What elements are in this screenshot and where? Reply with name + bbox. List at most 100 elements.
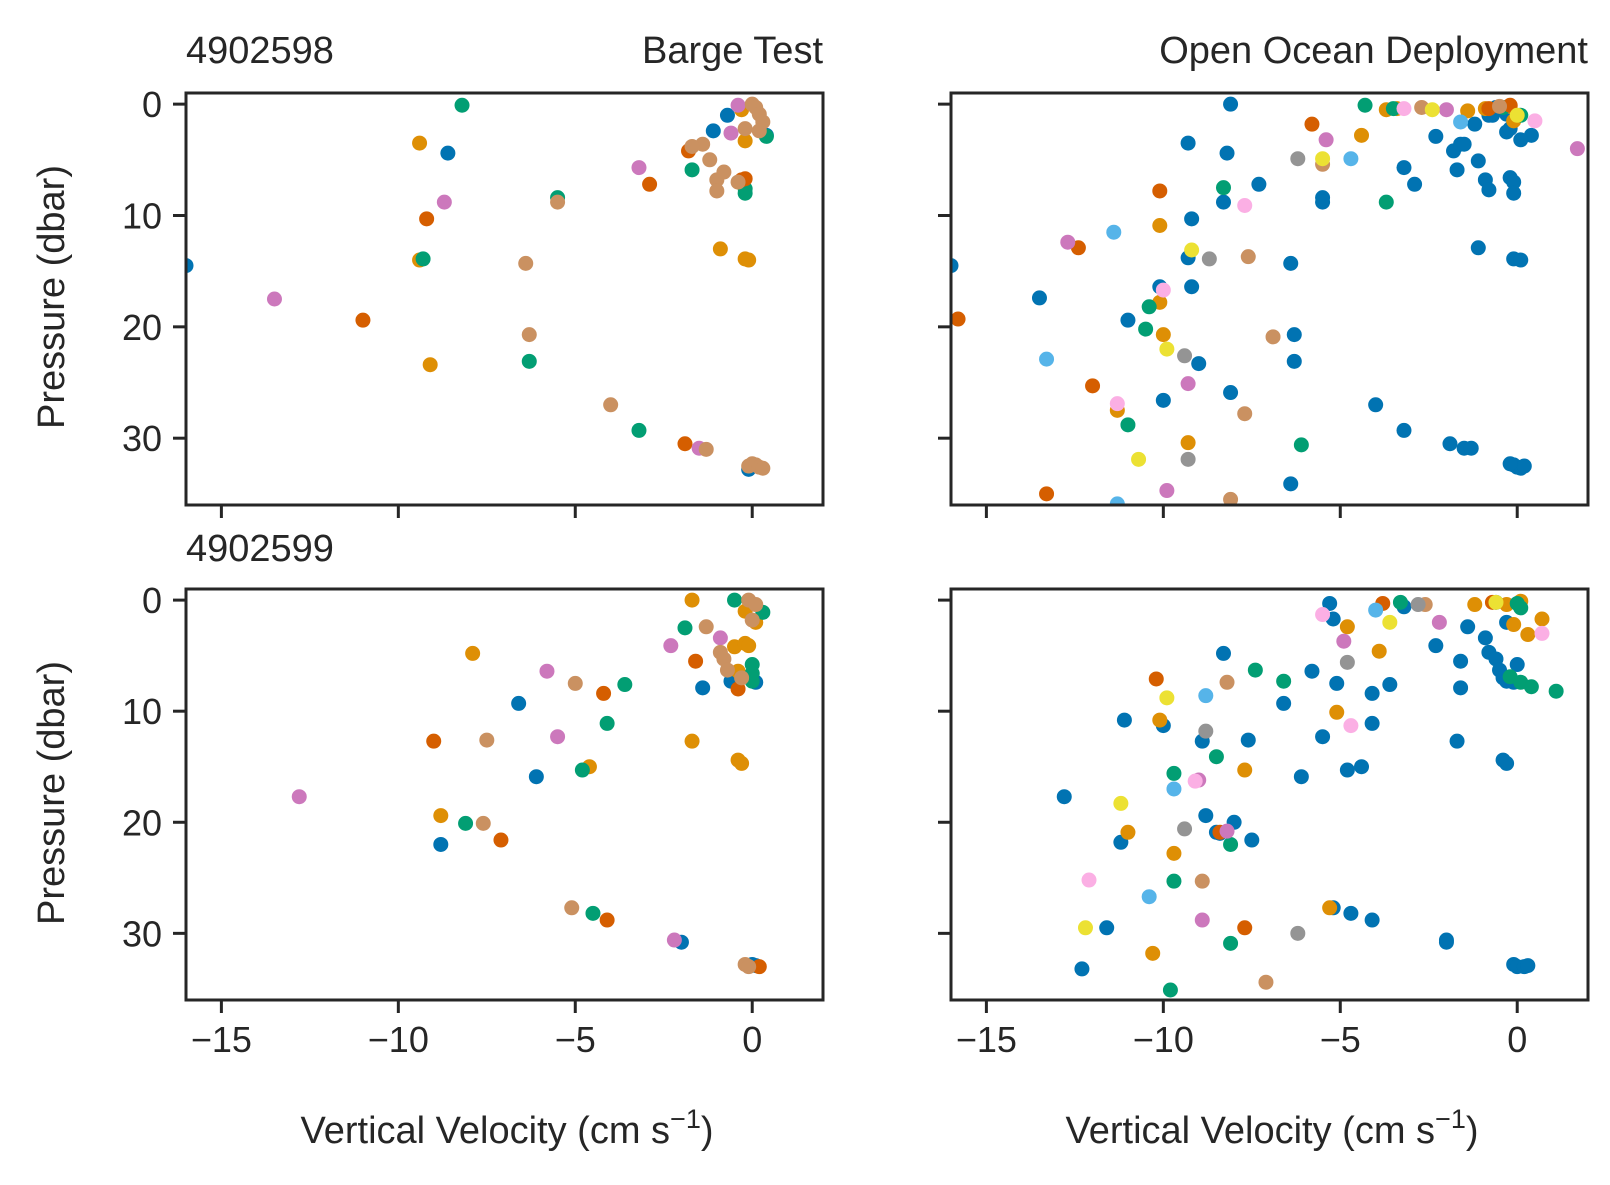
data-point bbox=[1286, 327, 1302, 343]
data-point bbox=[1428, 128, 1444, 144]
x-axis-label-left: Vertical Velocity (cm s−1) bbox=[300, 1104, 713, 1152]
data-point bbox=[1520, 627, 1536, 643]
data-point bbox=[521, 327, 537, 343]
data-point bbox=[716, 164, 732, 180]
data-point bbox=[1180, 376, 1196, 392]
data-point bbox=[1290, 925, 1306, 941]
data-point bbox=[465, 645, 481, 661]
data-point bbox=[1106, 224, 1122, 240]
panel-title-open-ocean-deployment: Open Ocean Deployment bbox=[1159, 30, 1588, 72]
data-point bbox=[1339, 654, 1355, 670]
data-point bbox=[574, 762, 590, 778]
data-point bbox=[1516, 458, 1532, 474]
data-point bbox=[631, 422, 647, 438]
data-point bbox=[666, 932, 682, 948]
data-point bbox=[1506, 185, 1522, 201]
data-point bbox=[677, 436, 693, 452]
panel-top-left: 0 10 20 30 bbox=[122, 84, 825, 518]
data-point bbox=[521, 353, 537, 369]
data-point bbox=[1184, 211, 1200, 227]
data-point bbox=[1449, 733, 1465, 749]
data-point bbox=[1215, 180, 1231, 196]
data-point bbox=[1191, 356, 1207, 372]
data-point bbox=[1392, 594, 1408, 610]
data-point bbox=[567, 675, 583, 691]
panel-bottom-left: −15 −10 −5 0 0 10 20 30 bbox=[122, 580, 825, 1060]
data-point bbox=[1449, 162, 1465, 178]
data-point bbox=[1152, 712, 1168, 728]
data-point bbox=[1293, 769, 1309, 785]
data-point bbox=[412, 135, 428, 151]
data-point bbox=[734, 670, 750, 686]
data-point bbox=[1159, 483, 1175, 499]
data-point bbox=[1396, 422, 1412, 438]
data-point bbox=[1364, 685, 1380, 701]
data-point bbox=[1223, 935, 1239, 951]
data-point bbox=[737, 121, 753, 137]
data-point bbox=[698, 619, 714, 635]
data-point bbox=[1085, 378, 1101, 394]
data-point bbox=[1428, 638, 1444, 654]
data-point bbox=[1187, 773, 1203, 789]
data-point bbox=[1116, 712, 1132, 728]
x-tick-label: 0 bbox=[742, 1019, 762, 1060]
panel-title-barge-test: Barge Test bbox=[642, 30, 823, 72]
x-tick-label: −10 bbox=[368, 1019, 429, 1060]
x-tick-label: −5 bbox=[1320, 1019, 1361, 1060]
data-point bbox=[1166, 845, 1182, 861]
data-point bbox=[631, 160, 647, 176]
data-point bbox=[748, 597, 764, 613]
data-point bbox=[1141, 299, 1157, 315]
data-point bbox=[458, 815, 474, 831]
data-point bbox=[1155, 327, 1171, 343]
data-point bbox=[1180, 435, 1196, 451]
axes-frame bbox=[184, 91, 825, 507]
data-point bbox=[1141, 889, 1157, 905]
data-point bbox=[1276, 695, 1292, 711]
data-point bbox=[1322, 595, 1338, 611]
y-tick-label: 10 bbox=[122, 691, 162, 732]
data-point bbox=[1396, 160, 1412, 176]
panel-top-right bbox=[938, 91, 1590, 518]
scatter-points bbox=[186, 96, 774, 477]
data-point bbox=[1109, 496, 1125, 505]
data-point bbox=[1509, 657, 1525, 673]
data-point bbox=[355, 312, 371, 328]
data-point bbox=[539, 663, 555, 679]
data-point bbox=[702, 152, 718, 168]
data-point bbox=[712, 630, 728, 646]
data-point bbox=[1120, 312, 1136, 328]
data-point bbox=[1060, 234, 1076, 250]
data-point bbox=[1438, 934, 1454, 950]
data-point bbox=[719, 662, 735, 678]
data-point bbox=[1138, 321, 1154, 337]
data-point bbox=[1499, 755, 1515, 771]
data-point bbox=[1456, 136, 1472, 152]
data-point bbox=[1148, 671, 1164, 687]
data-point bbox=[1223, 836, 1239, 852]
data-point bbox=[1265, 329, 1281, 345]
data-point bbox=[1343, 151, 1359, 167]
data-point bbox=[1237, 406, 1253, 422]
data-point bbox=[415, 251, 431, 267]
data-point bbox=[1155, 282, 1171, 298]
data-point bbox=[1240, 732, 1256, 748]
data-point bbox=[1113, 795, 1129, 811]
data-point bbox=[528, 769, 544, 785]
x-axis-label-left-end: ) bbox=[701, 1110, 714, 1152]
data-point bbox=[1194, 873, 1210, 889]
data-point bbox=[1488, 594, 1504, 610]
x-axis-label-right: Vertical Velocity (cm s−1) bbox=[1065, 1104, 1478, 1152]
data-point bbox=[291, 789, 307, 805]
axes-frame bbox=[184, 587, 825, 1002]
data-point bbox=[1184, 242, 1200, 258]
data-point bbox=[1145, 945, 1161, 961]
data-point bbox=[723, 125, 739, 141]
x-axis-label-right-sup: −1 bbox=[1435, 1104, 1466, 1134]
y-tick-label: 10 bbox=[122, 195, 162, 236]
data-point bbox=[1513, 600, 1529, 616]
data-point bbox=[1520, 958, 1536, 974]
scatter-points bbox=[1056, 593, 1564, 998]
data-point bbox=[1502, 456, 1518, 472]
